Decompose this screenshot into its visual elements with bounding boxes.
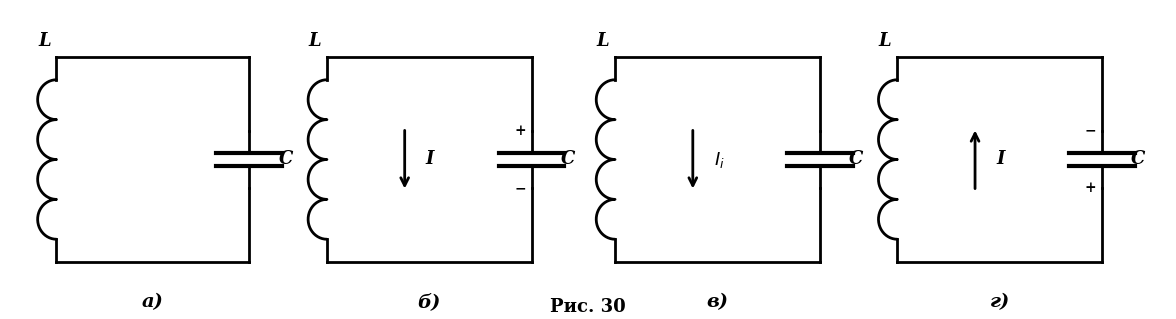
- Text: I: I: [426, 151, 434, 168]
- Text: +: +: [1084, 181, 1096, 195]
- Text: в): в): [707, 293, 728, 311]
- Text: г): г): [989, 293, 1010, 311]
- Text: +: +: [514, 124, 526, 138]
- Text: L: L: [596, 33, 609, 50]
- Text: C: C: [279, 151, 293, 168]
- Text: C: C: [1131, 151, 1145, 168]
- Text: L: L: [878, 33, 891, 50]
- Text: −: −: [514, 181, 526, 195]
- Text: Рис. 30: Рис. 30: [550, 298, 626, 316]
- Text: L: L: [308, 33, 321, 50]
- Text: C: C: [561, 151, 575, 168]
- Text: б): б): [417, 293, 441, 311]
- Text: I: I: [996, 151, 1004, 168]
- Text: L: L: [38, 33, 51, 50]
- Text: а): а): [142, 293, 163, 311]
- Text: $I_i$: $I_i$: [714, 150, 724, 169]
- Text: C: C: [849, 151, 863, 168]
- Text: −: −: [1084, 124, 1096, 138]
